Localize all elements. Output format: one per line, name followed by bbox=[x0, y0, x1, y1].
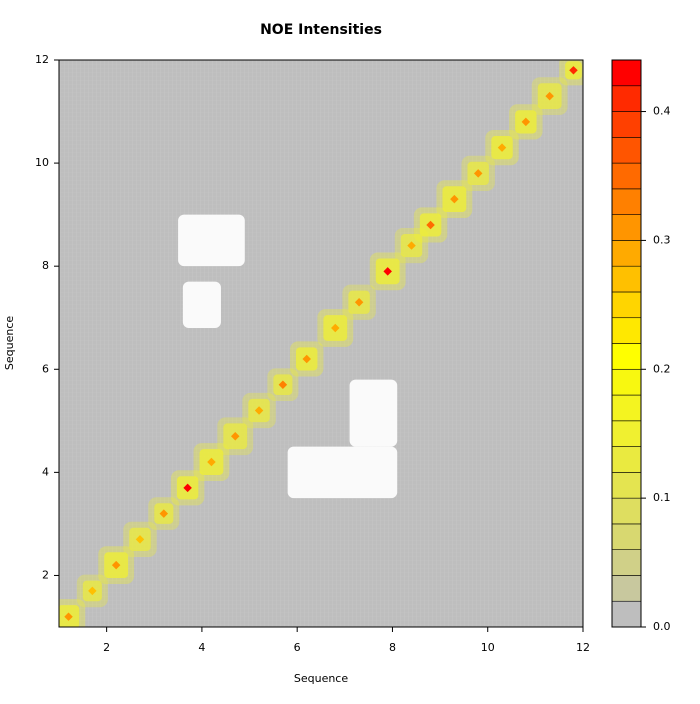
colorbar-swatch bbox=[611, 291, 642, 319]
colorbar-swatch bbox=[611, 549, 642, 576]
colorbar-swatch bbox=[611, 523, 642, 550]
x-tick-label: 8 bbox=[389, 641, 396, 654]
x-axis-label: Sequence bbox=[294, 672, 348, 685]
y-tick-label: 8 bbox=[42, 259, 49, 272]
colorbar-swatch bbox=[611, 214, 642, 241]
colorbar-swatch bbox=[611, 137, 642, 164]
x-tick-label: 12 bbox=[576, 641, 590, 654]
x-tick-label: 10 bbox=[481, 641, 495, 654]
colorbar-swatch bbox=[611, 59, 642, 87]
colorbar-swatch bbox=[611, 420, 642, 447]
plot-frame bbox=[58, 59, 584, 628]
colorbar-tick-label: 0.1 bbox=[653, 491, 671, 504]
colorbar-swatch bbox=[611, 343, 642, 370]
missing-region bbox=[182, 281, 221, 329]
diagonal-peak bbox=[407, 241, 416, 250]
diagonal-peak bbox=[207, 457, 216, 467]
diagonal-peak bbox=[354, 298, 364, 307]
missing-region bbox=[287, 446, 398, 499]
colorbar-swatch bbox=[611, 188, 642, 215]
colorbar-swatch bbox=[611, 575, 642, 602]
diagonal-peak bbox=[497, 143, 507, 152]
colorbar-swatch bbox=[611, 240, 642, 267]
colorbar-swatch bbox=[611, 368, 642, 396]
colorbar-tick-label: 0.3 bbox=[653, 233, 671, 246]
diagonal-peak bbox=[331, 323, 340, 333]
colorbar-swatch bbox=[611, 600, 642, 628]
colorbar-swatch bbox=[611, 111, 642, 138]
colorbar-swatch bbox=[611, 394, 642, 422]
colorbar-swatch bbox=[611, 162, 642, 190]
colorbar-swatch bbox=[611, 265, 642, 293]
colorbar-swatch bbox=[611, 85, 642, 112]
y-tick-label: 12 bbox=[35, 53, 49, 66]
y-axis-label: Sequence bbox=[3, 316, 16, 370]
missing-region bbox=[349, 379, 398, 447]
diagonal-peak bbox=[426, 220, 435, 230]
plot-area bbox=[59, 60, 583, 627]
colorbar: 0.0 0.1 0.2 0.3 0.4 bbox=[611, 59, 671, 633]
x-tick-label: 4 bbox=[198, 641, 205, 654]
colorbar-tick-label: 0.4 bbox=[653, 105, 671, 118]
diagonal-peak bbox=[278, 380, 288, 389]
colorbar-frame bbox=[611, 59, 642, 628]
colorbar-swatch bbox=[611, 472, 642, 499]
colorbar-tick-label: 0.2 bbox=[653, 362, 671, 375]
colorbar-tick-label: 0.0 bbox=[653, 620, 671, 633]
y-tick-label: 6 bbox=[42, 362, 49, 375]
diagonal-peak bbox=[450, 194, 459, 204]
x-tick-label: 6 bbox=[294, 641, 301, 654]
colorbar-swatch bbox=[611, 317, 642, 344]
missing-region bbox=[178, 214, 245, 267]
chart-title: NOE Intensities bbox=[260, 22, 382, 38]
diagonal-peak bbox=[231, 432, 240, 441]
diagonal-peak bbox=[302, 354, 311, 364]
diagonal-peak bbox=[183, 483, 192, 493]
colorbar-swatch bbox=[611, 497, 642, 525]
diagonal-peak bbox=[473, 169, 483, 178]
y-tick-label: 2 bbox=[42, 568, 49, 581]
diagonal-peak bbox=[254, 406, 264, 415]
y-tick-label: 4 bbox=[42, 465, 49, 478]
diagonal-peak bbox=[383, 267, 392, 276]
y-tick-label: 10 bbox=[35, 156, 49, 169]
colorbar-swatch bbox=[611, 446, 642, 473]
x-tick-label: 2 bbox=[103, 641, 110, 654]
diagonal-peak bbox=[159, 509, 169, 518]
